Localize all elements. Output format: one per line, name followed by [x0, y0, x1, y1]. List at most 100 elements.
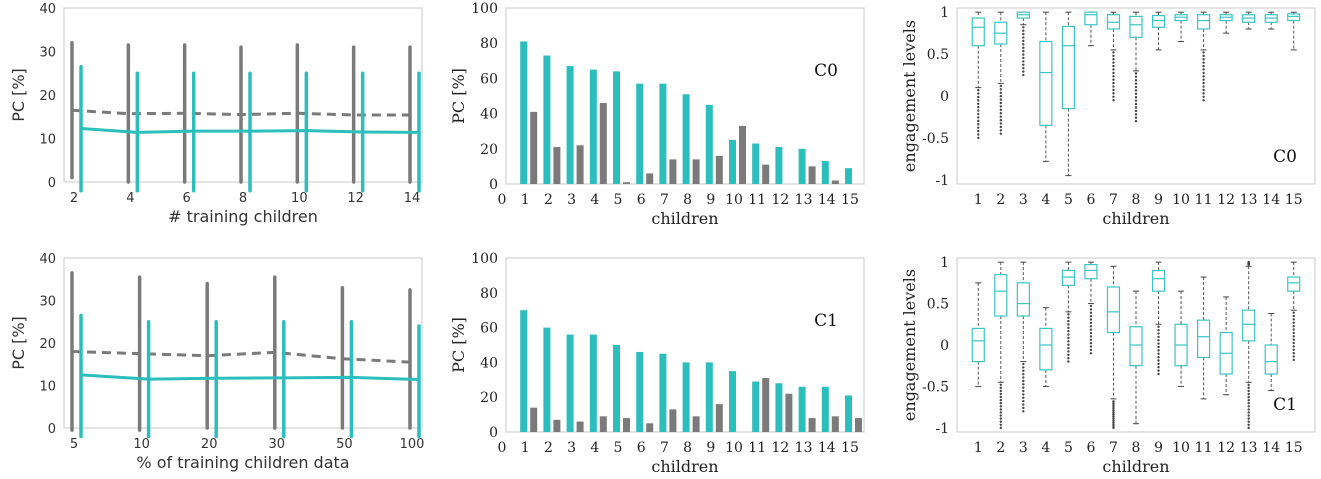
- bar: [646, 173, 654, 184]
- outlier: [1292, 345, 1295, 348]
- bar: [775, 383, 783, 432]
- y-tick-label: 10: [39, 133, 56, 148]
- outlier: [1067, 323, 1070, 326]
- outlier: [1157, 362, 1160, 366]
- outlier: [1134, 109, 1138, 113]
- bar: [576, 421, 584, 432]
- outlier: [1157, 352, 1160, 355]
- outlier: [1202, 88, 1205, 92]
- x-tick-label: 7: [1109, 192, 1118, 208]
- bar: [613, 71, 620, 184]
- bar: [566, 66, 574, 184]
- x-axis-label: # training children: [168, 207, 318, 226]
- outlier: [1292, 355, 1295, 358]
- bar: [729, 371, 736, 432]
- bar: [762, 164, 770, 184]
- x-tick-label: 8: [1132, 192, 1141, 208]
- outlier: [1022, 376, 1025, 379]
- bar: [715, 404, 723, 432]
- y-axis-label: PC [%]: [449, 317, 468, 373]
- outlier: [1089, 304, 1093, 308]
- outlier: [1202, 54, 1205, 58]
- x-tick-label: 5: [1064, 192, 1073, 208]
- outlier: [1157, 332, 1160, 335]
- outlier: [1112, 61, 1115, 64]
- bar: [599, 103, 607, 184]
- y-tick-label: 1: [940, 255, 949, 271]
- outlier: [1112, 417, 1115, 420]
- outlier: [1292, 314, 1295, 318]
- outlier: [999, 129, 1002, 132]
- outlier: [1202, 61, 1205, 64]
- y-tick-label: 0: [940, 89, 949, 105]
- outlier: [999, 125, 1002, 129]
- y-tick-label: 0: [489, 425, 498, 441]
- outlier: [1112, 419, 1115, 422]
- outlier: [1292, 321, 1295, 325]
- outlier: [1112, 75, 1115, 78]
- bar: [762, 378, 770, 432]
- outlier: [1112, 85, 1115, 88]
- bar: [692, 416, 700, 432]
- outlier: [1134, 89, 1138, 92]
- outlier: [999, 411, 1002, 414]
- bar: [520, 310, 528, 432]
- y-tick-label: 30: [39, 295, 56, 310]
- bar: [636, 83, 644, 184]
- x-tick-label: 10: [1172, 192, 1190, 208]
- outlier: [1112, 64, 1115, 68]
- y-tick-label: 20: [480, 390, 498, 406]
- y-axis-label: engagement levels: [900, 269, 919, 421]
- bar: [729, 140, 736, 184]
- x-tick-label: 11: [748, 440, 766, 456]
- bar: [705, 104, 713, 184]
- box: [1196, 319, 1211, 359]
- bar: [785, 393, 793, 432]
- outlier: [1202, 78, 1205, 81]
- outlier: [977, 123, 980, 126]
- outlier: [1022, 26, 1025, 29]
- outlier: [1022, 70, 1025, 73]
- outlier: [1089, 335, 1093, 338]
- x-axis-label: % of training children data: [136, 453, 349, 472]
- x-tick-label: 10: [725, 440, 743, 456]
- outlier: [1247, 260, 1250, 264]
- outlier: [977, 119, 980, 123]
- outlier: [1022, 396, 1025, 399]
- bar: [855, 418, 862, 432]
- bar: [808, 418, 816, 432]
- outlier: [999, 420, 1002, 423]
- outlier: [1022, 39, 1025, 43]
- outlier: [1067, 343, 1070, 346]
- x-tick-label: 10: [1172, 440, 1190, 456]
- bar: [589, 334, 597, 432]
- outlier: [1089, 331, 1093, 335]
- outlier: [999, 398, 1002, 402]
- outlier: [1112, 403, 1115, 407]
- y-tick-label: 0: [940, 338, 949, 354]
- x-tick-label: 8: [239, 191, 247, 206]
- x-tick-label: 30: [269, 437, 286, 452]
- x-tick-label: 12: [771, 192, 789, 208]
- outlier: [977, 92, 980, 95]
- outlier: [1112, 88, 1115, 92]
- plot-frame: [956, 257, 1316, 433]
- outlier: [1157, 325, 1160, 328]
- x-tick-label: 0: [498, 440, 507, 456]
- series-line: [80, 126, 420, 134]
- outlier: [999, 414, 1002, 417]
- outlier: [1157, 369, 1160, 372]
- outlier: [1134, 96, 1138, 99]
- bar: [646, 423, 654, 432]
- outlier: [1202, 75, 1205, 78]
- outlier: [999, 105, 1002, 108]
- x-tick-label: 2: [70, 191, 78, 206]
- outlier: [1134, 75, 1138, 78]
- outlier: [1022, 56, 1025, 60]
- outlier: [1134, 92, 1138, 96]
- outlier: [1112, 51, 1115, 54]
- outlier: [1157, 342, 1160, 345]
- outlier: [1112, 405, 1115, 409]
- y-tick-label: 1: [940, 5, 949, 21]
- outlier: [1022, 73, 1025, 77]
